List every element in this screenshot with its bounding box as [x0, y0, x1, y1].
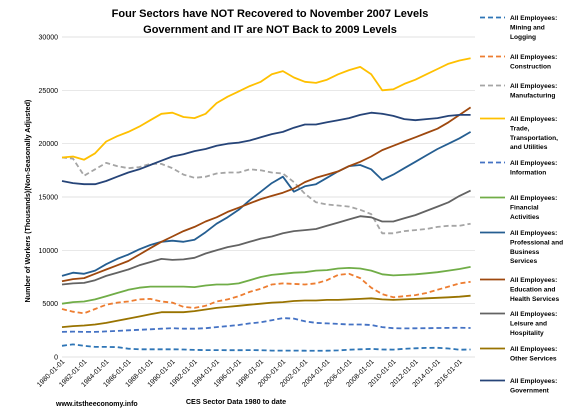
legend-label: All Employees: Government	[510, 378, 557, 394]
gridlines	[62, 36, 475, 358]
legend-label: All Employees: Construction	[510, 54, 557, 70]
y-tick-label: 10000	[39, 248, 59, 255]
y-axis-label: Number of Workers (Thousands)(Non-Season…	[23, 99, 32, 302]
legend-label: All Employees: Professional and Business Se…	[510, 230, 563, 265]
source-credit: www.itstheeconomy.info	[55, 401, 138, 408]
legend-label: All Employees: Education and Health Servic…	[510, 277, 559, 303]
series-line	[61, 272, 471, 315]
y-tick-label: 20000	[39, 141, 59, 148]
legend-label: All Employees: Manufacturing	[510, 83, 557, 99]
legend-label: All Employees: Mining and Logging	[510, 15, 557, 41]
series-lines	[61, 57, 472, 352]
legend-label: All Employees: Trade, Transportation, and U…	[510, 116, 558, 151]
y-tick-label: 25000	[39, 88, 59, 95]
y-tick-label: 30000	[39, 35, 59, 42]
series-line	[61, 189, 471, 286]
series-line	[61, 131, 472, 277]
legend-label: All Employees: Leisure and Hospitality	[510, 311, 557, 337]
y-tick-label: 0	[54, 355, 58, 362]
x-axis-ticks: 1980-01-011982-01-011984-01-011986-01-01…	[36, 358, 464, 388]
title-line-1: Four Sectors have NOT Recovered to Novem…	[112, 8, 429, 20]
title-line-2: Government and IT are NOT Back to 2009 L…	[143, 24, 397, 36]
series-line	[61, 156, 471, 235]
legend-label: All Employees: Other Services	[510, 346, 557, 362]
series-line	[61, 343, 471, 352]
x-axis-label: CES Sector Data 1980 to date	[186, 397, 286, 406]
legend: All Employees: Mining and Logging All Emplo…	[480, 15, 563, 394]
series-line	[61, 106, 472, 283]
series-line	[61, 266, 471, 305]
series-line	[61, 57, 471, 161]
legend-label: All Employees: Financial Activities	[510, 195, 557, 221]
y-tick-label: 5000	[42, 301, 58, 308]
series-line	[61, 294, 471, 328]
series-line	[61, 111, 471, 186]
y-axis-ticks: 0 5000 10000 15000 20000 25000 30000	[39, 35, 59, 362]
legend-label: All Employees: Information	[510, 160, 557, 176]
chart-title: Four Sectors have NOT Recovered to Novem…	[112, 8, 429, 36]
series-line	[61, 317, 471, 333]
y-tick-label: 15000	[39, 195, 59, 202]
